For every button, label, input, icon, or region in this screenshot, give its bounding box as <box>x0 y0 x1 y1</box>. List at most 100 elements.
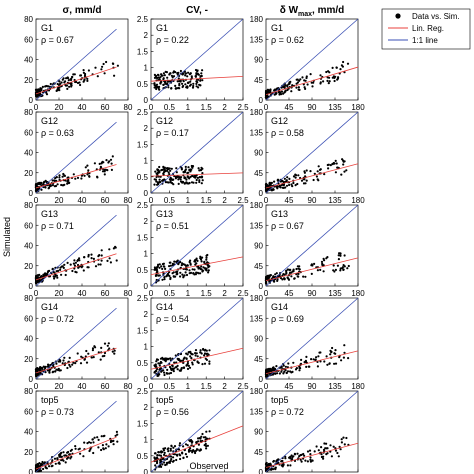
data-point <box>66 180 69 183</box>
y-tick-label: 80 <box>24 294 33 303</box>
data-point <box>156 181 159 184</box>
rho-label: ρ = 0.17 <box>156 128 189 138</box>
data-point <box>35 368 38 371</box>
data-point <box>66 451 69 454</box>
data-point <box>198 180 201 184</box>
data-point <box>153 83 156 86</box>
data-point <box>194 451 197 455</box>
data-point <box>83 74 87 77</box>
data-point <box>106 259 109 262</box>
data-point <box>208 362 211 365</box>
data-point <box>174 84 177 87</box>
data-point <box>161 278 164 281</box>
data-point <box>35 280 38 283</box>
data-point <box>276 278 279 281</box>
data-point <box>265 369 268 373</box>
data-point <box>105 60 108 64</box>
data-point <box>292 455 295 458</box>
data-point <box>166 357 169 360</box>
data-point <box>278 93 281 96</box>
data-point <box>37 94 40 97</box>
data-point <box>278 372 281 375</box>
data-point <box>76 176 80 179</box>
panel-g13-col2: 0 0.5 1 1.5 2 2.5 0 0.5 1 1.5 2 2.5 G13 ρ = 0.51 <box>137 201 249 298</box>
data-point <box>74 447 77 450</box>
data-point <box>265 96 268 99</box>
data-point <box>189 449 192 452</box>
x-tick-label: 90 <box>308 196 317 205</box>
data-point <box>327 163 330 166</box>
data-point <box>313 262 316 265</box>
x-tick-label: 90 <box>308 289 317 298</box>
data-point <box>178 84 181 87</box>
data-point <box>42 467 45 471</box>
data-point <box>96 75 99 78</box>
y-tick-label: 2 <box>144 217 149 226</box>
data-point <box>161 450 164 453</box>
data-point <box>154 267 157 270</box>
data-point <box>74 177 77 180</box>
data-point <box>169 176 172 179</box>
data-point <box>167 171 170 174</box>
data-point <box>156 168 159 171</box>
data-point <box>181 452 184 455</box>
x-tick-label: 1.5 <box>201 196 213 205</box>
data-point <box>300 179 304 182</box>
regression-line <box>35 436 117 470</box>
data-point <box>78 81 81 84</box>
y-tick-label: 2 <box>144 124 149 133</box>
data-point <box>82 269 85 272</box>
rho-label: ρ = 0.67 <box>41 35 74 45</box>
data-point <box>322 264 325 267</box>
panel-g12-col2: 0 0.5 1 1.5 2 2.5 0 0.5 1 1.5 2 2.5 G12 ρ = 0.17 <box>137 108 249 205</box>
data-point <box>157 374 160 377</box>
data-point <box>198 176 201 179</box>
data-point <box>328 362 331 365</box>
data-point <box>283 370 286 373</box>
y-tick-label: 40 <box>24 56 33 65</box>
data-point <box>271 369 274 372</box>
y-tick-label: 20 <box>24 169 33 178</box>
data-point <box>170 87 173 90</box>
data-point <box>112 443 115 446</box>
x-tick-label: 180 <box>351 196 365 205</box>
y-tick-label: 90 <box>254 149 263 158</box>
data-point <box>113 352 116 355</box>
data-point <box>161 356 164 359</box>
data-point <box>172 456 175 459</box>
one-to-one-line <box>150 18 244 101</box>
data-point <box>74 270 77 273</box>
x-tick-label: 45 <box>285 382 294 391</box>
y-tick-label: 45 <box>254 169 263 178</box>
x-tick-label: 0 <box>264 289 269 298</box>
data-point <box>158 266 161 269</box>
data-point <box>84 166 87 169</box>
data-point <box>339 269 342 272</box>
data-point <box>188 84 192 87</box>
data-point <box>194 354 197 357</box>
x-tick-label: 0 <box>264 196 269 205</box>
data-point <box>164 267 167 270</box>
y-tick-label: 0 <box>259 468 264 474</box>
column-title-2: CV, - <box>186 5 208 16</box>
data-point <box>311 459 314 462</box>
data-point <box>290 90 293 93</box>
data-point <box>87 169 90 172</box>
data-point <box>197 272 200 275</box>
y-tick-label: 2 <box>144 310 149 319</box>
data-point <box>70 84 73 87</box>
data-point <box>319 81 322 84</box>
data-point <box>96 176 99 179</box>
data-point <box>304 87 307 90</box>
regression-line <box>150 75 244 82</box>
data-point <box>343 170 346 173</box>
data-point <box>54 462 57 465</box>
data-point <box>164 70 167 73</box>
data-point <box>191 363 194 366</box>
data-point <box>158 368 161 371</box>
panel-g14-col2: 0 0.5 1 1.5 2 2.5 0 0.5 1 1.5 2 2.5 G14 ρ = 0.54 <box>137 294 249 391</box>
data-point <box>70 82 73 85</box>
data-point <box>89 441 92 444</box>
data-point <box>155 360 158 363</box>
data-point <box>297 86 300 89</box>
